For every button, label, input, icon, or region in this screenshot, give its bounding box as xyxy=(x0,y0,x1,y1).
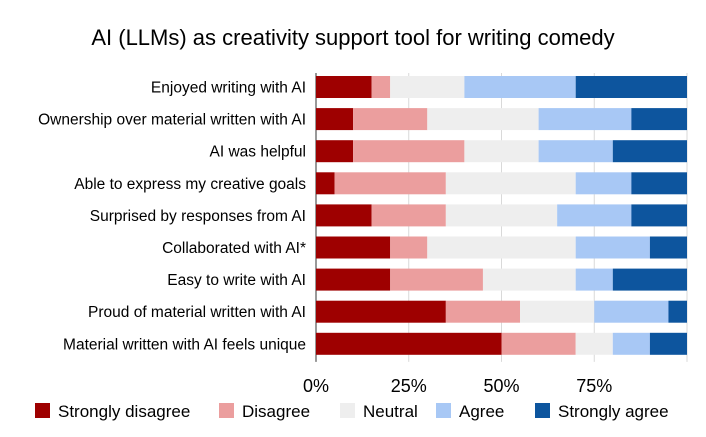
legend-swatch xyxy=(436,403,451,418)
bar-segment xyxy=(668,300,687,323)
bar-segment xyxy=(445,172,576,195)
x-tick-label: 75% xyxy=(576,376,612,396)
bar-segment xyxy=(316,332,502,355)
bar-segment xyxy=(445,300,521,323)
bar-segment xyxy=(316,268,391,291)
bar-segment xyxy=(557,204,632,227)
bar-segment xyxy=(575,332,613,355)
chart-title: AI (LLMs) as creativity support tool for… xyxy=(91,25,614,50)
category-label: Proud of material written with AI xyxy=(88,304,306,321)
legend: Strongly disagree Disagree Neutral Agree Str… xyxy=(35,402,669,421)
bar-segment xyxy=(612,332,650,355)
bar-segment xyxy=(575,268,613,291)
bar-segment xyxy=(575,236,650,259)
legend-label: Neutral xyxy=(363,402,418,421)
bar-segment xyxy=(501,332,576,355)
bar-segment xyxy=(353,140,465,163)
category-label: Surprised by responses from AI xyxy=(90,208,306,225)
bar-segment xyxy=(316,76,372,98)
bar-segment xyxy=(631,108,687,131)
category-label: AI was helpful xyxy=(210,144,307,161)
bar-segment xyxy=(538,140,613,163)
category-label: Material written with AI feels unique xyxy=(63,336,306,353)
bar-segment xyxy=(538,108,632,131)
x-tick-label: 25% xyxy=(391,376,427,396)
legend-swatch xyxy=(535,403,550,418)
x-tick-label: 50% xyxy=(483,376,519,396)
bar-segment xyxy=(575,172,632,195)
bar-segment xyxy=(612,268,687,291)
bar-segment xyxy=(427,236,576,259)
bar-segment xyxy=(390,236,428,259)
legend-swatch xyxy=(340,403,355,418)
bar-segment xyxy=(353,108,428,131)
category-label: Able to express my creative goals xyxy=(74,176,306,193)
category-label: Ownership over material written with AI xyxy=(38,112,306,129)
bar-segment xyxy=(631,204,687,227)
bar-segment xyxy=(464,76,576,98)
x-tick-labels: 0% 25% 50% 75% xyxy=(303,376,612,396)
category-label: Easy to write with AI xyxy=(167,272,306,289)
legend-swatch xyxy=(219,403,234,418)
bar-segment xyxy=(649,332,687,355)
bar-segment xyxy=(482,268,576,291)
bar-segment xyxy=(612,140,687,163)
category-label: Collaborated with AI* xyxy=(162,240,306,257)
bar-segment xyxy=(390,76,465,98)
bar-segment xyxy=(575,76,687,98)
category-label: Enjoyed writing with AI xyxy=(151,80,306,97)
bar-segment xyxy=(316,204,372,227)
bar-segment xyxy=(316,300,446,323)
bar-segment xyxy=(390,268,483,291)
legend-label: Strongly agree xyxy=(558,402,669,421)
legend-label: Strongly disagree xyxy=(58,402,190,421)
legend-label: Agree xyxy=(459,402,504,421)
x-tick-label: 0% xyxy=(303,376,329,396)
bar-segment xyxy=(316,172,335,195)
bar-segment xyxy=(334,172,446,195)
bar-segment xyxy=(316,236,391,259)
category-labels: Enjoyed writing with AI Ownership over ma… xyxy=(38,80,306,354)
bar-segment xyxy=(631,172,687,195)
bars xyxy=(316,76,687,355)
bar-segment xyxy=(371,204,446,227)
bar-segment xyxy=(520,300,595,323)
bar-segment xyxy=(445,204,558,227)
bar-segment xyxy=(427,108,539,131)
bar-segment xyxy=(316,108,354,131)
bar-segment xyxy=(594,300,669,323)
legend-label: Disagree xyxy=(242,402,310,421)
bar-segment xyxy=(464,140,539,163)
bar-segment xyxy=(371,76,391,98)
bar-segment xyxy=(316,140,354,163)
bar-segment xyxy=(649,236,687,259)
legend-swatch xyxy=(35,403,50,418)
